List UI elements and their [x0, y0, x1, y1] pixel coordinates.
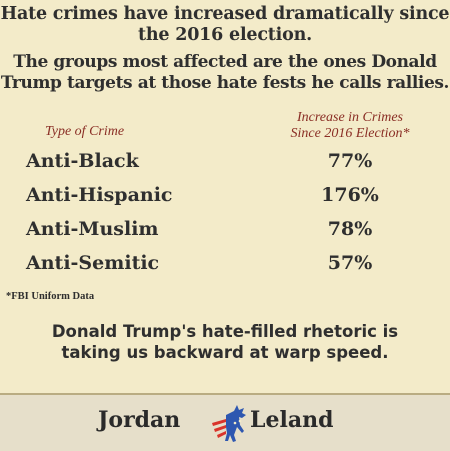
headline-line-4: Trump targets at those hate fests he cal…: [0, 73, 450, 93]
column-header-increase-line-1: Increase in Crimes: [296, 110, 404, 125]
headline-line-1: Hate crimes have increased dramatically …: [0, 4, 450, 24]
footnote: *FBI Uniform Data: [6, 291, 95, 302]
democratic-donkey-logo-icon: [212, 405, 246, 442]
column-header-increase: Increase in Crimes Since 2016 Election*: [280, 110, 420, 142]
closing-line-2: taking us backward at warp speed.: [61, 343, 389, 362]
crime-type-anti-black: Anti-Black: [26, 150, 139, 172]
crime-type-anti-muslim: Anti-Muslim: [26, 218, 159, 240]
crime-type-anti-semitic: Anti-Semitic: [26, 252, 160, 274]
column-header-increase-line-2: Since 2016 Election*: [290, 126, 410, 141]
headline-top: Hate crimes have increased dramatically …: [0, 4, 450, 46]
footer-banner: Jordan Leland: [0, 393, 450, 451]
headline-line-3: The groups most affected are the ones Do…: [13, 52, 437, 72]
brand-name-left: Jordan: [98, 407, 181, 433]
closing-statement: Donald Trump's hate-filled rhetoric is t…: [0, 321, 450, 363]
headline-sub: The groups most affected are the ones Do…: [0, 52, 450, 94]
brand-name-right: Leland: [250, 407, 334, 433]
crime-increase-anti-semitic: 57%: [327, 252, 373, 274]
crime-type-anti-hispanic: Anti-Hispanic: [26, 184, 173, 206]
closing-line-1: Donald Trump's hate-filled rhetoric is: [51, 322, 399, 341]
crime-increase-anti-hispanic: 176%: [321, 184, 379, 206]
column-header-type: Type of Crime: [45, 124, 125, 139]
headline-line-2: the 2016 election.: [137, 25, 313, 45]
crime-increase-anti-muslim: 78%: [327, 218, 373, 240]
crime-increase-anti-black: 77%: [327, 150, 373, 172]
